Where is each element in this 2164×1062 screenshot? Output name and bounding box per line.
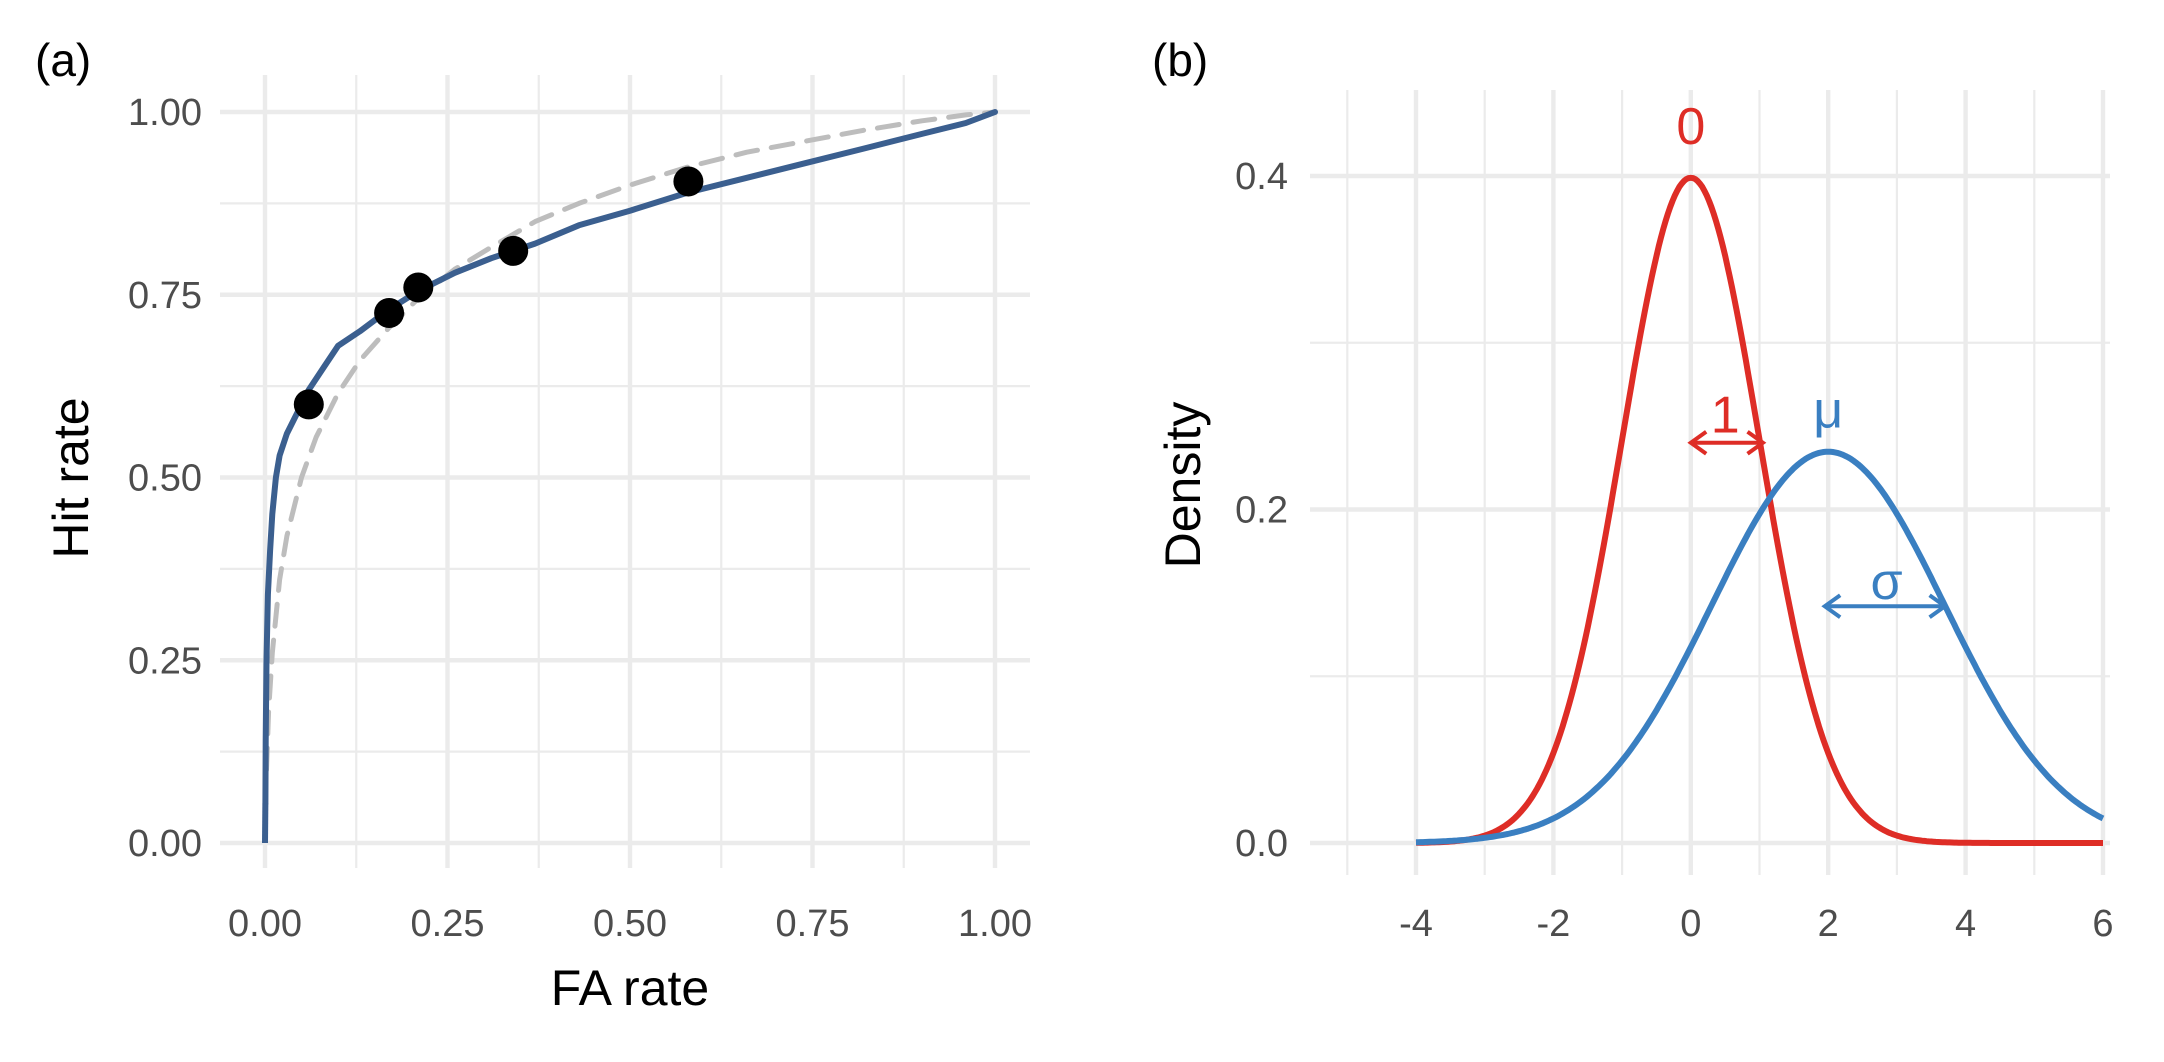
y-tick-label: 0.25 [128,640,202,682]
x-tick-label: 0.00 [228,903,302,945]
arrowhead-right [1928,593,1949,619]
x-tick-label: 1.00 [958,903,1032,945]
y-tick-label: 0.75 [128,275,202,317]
panel-a-points [293,166,704,420]
panel-a-roc: (a) 0.00 0.25 0.50 0.75 1.00 0.00 0.25 0.50 0.7… [35,34,1032,1016]
x-tick-label: 0.50 [593,903,667,945]
panel-a-x-tick-labels: 0.00 0.25 0.50 0.75 1.00 [228,903,1032,945]
x-tick-label: -4 [1399,903,1433,945]
data-point [403,272,434,303]
fitted-curve [262,109,998,807]
arrowhead-right [1746,430,1767,456]
annotation-label: 1 [1711,386,1740,444]
data-point [293,389,324,420]
x-tick-label: -2 [1537,903,1571,945]
panel-a-grid [220,75,1030,868]
y-axis-title: Hit rate [43,397,99,558]
panel-a-tag: (a) [35,34,91,86]
data-point [374,298,405,329]
panel-b-tag: (b) [1152,34,1208,86]
panel-b-densities: (b) 0 1 μ σ -4 -2 0 2 4 6 0.0 0.2 0.4 Density [1152,34,2114,945]
panel-b-y-tick-labels: 0.0 0.2 0.4 [1235,156,1288,865]
panel-b-x-tick-labels: -4 -2 0 2 4 6 [1399,903,2113,945]
annotation-label: 0 [1676,98,1705,156]
arrowhead-left [1687,430,1708,456]
panel-a-series [262,109,998,844]
x-tick-label: 6 [2092,903,2113,945]
shifted-normal-curve [1415,448,2105,846]
x-tick-label: 0.75 [776,903,850,945]
y-axis-title-b: Density [1155,402,1211,569]
arrowhead-left [1821,593,1842,619]
panel-b-arrows [1687,430,1949,619]
y-tick-label: 0.0 [1235,823,1288,865]
annotation-label: σ [1871,553,1903,611]
dashed-curve [264,109,998,773]
annotation-label: μ [1813,381,1843,439]
panel-a-y-tick-labels: 0.00 0.25 0.50 0.75 1.00 [128,92,202,865]
y-tick-label: 1.00 [128,92,202,134]
x-tick-label: 0 [1680,903,1701,945]
x-axis-title: FA rate [551,960,709,1016]
y-tick-label: 0.4 [1235,156,1288,198]
x-tick-label: 0.25 [411,903,485,945]
data-point [673,166,704,197]
y-tick-label: 0.50 [128,458,202,500]
panel-b-grid [1310,90,2110,875]
panel-b-annotations: 0 1 μ σ [1676,98,1902,611]
x-tick-label: 2 [1818,903,1839,945]
y-tick-label: 0.00 [128,823,202,865]
y-tick-label: 0.2 [1235,490,1288,532]
data-point [498,235,529,266]
x-tick-label: 4 [1955,903,1976,945]
